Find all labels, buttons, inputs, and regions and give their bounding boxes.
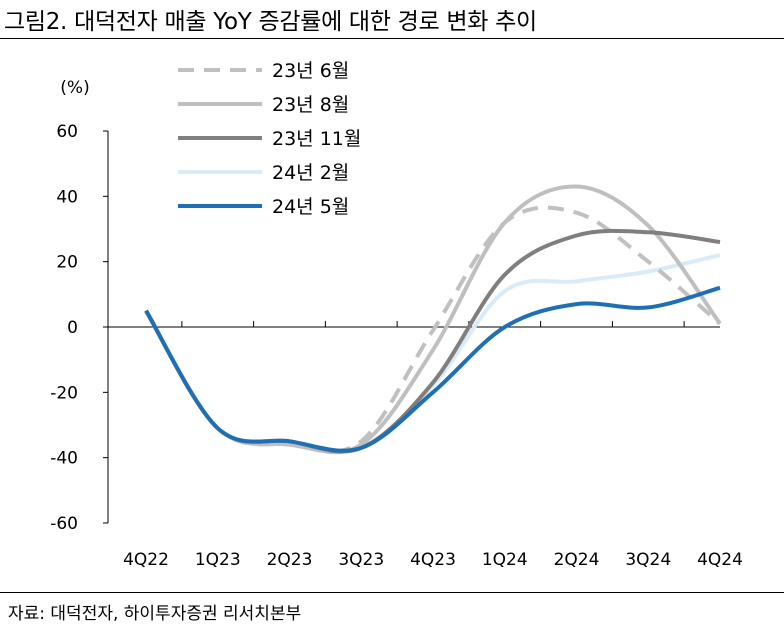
x-tick-label: 2Q23	[267, 550, 313, 570]
figure-title: 그림2. 대덕전자 매출 YoY 증감률에 대한 경로 변화 추이	[4, 9, 537, 35]
line-chart: (%) 60 40 20 0 -20 -40 -60 4Q22 1Q23 2Q23 3Q23 4Q23 1…	[50, 60, 743, 570]
x-tick-label: 1Q24	[482, 550, 528, 570]
x-tick-label: 2Q24	[554, 550, 600, 570]
x-tick-label: 4Q24	[697, 550, 743, 570]
chart-axes: (%) 60 40 20 0 -20 -40 -60 4Q22 1Q23 2Q23 3Q23 4Q23 1…	[50, 78, 743, 570]
x-tick-label: 1Q23	[195, 550, 241, 570]
source-note: 자료: 대덕전자, 하이투자증권 리서치본부	[8, 604, 302, 624]
legend-label: 24년 5월	[272, 196, 349, 218]
y-tick-label: 0	[67, 318, 78, 338]
x-tick-label: 4Q22	[123, 550, 169, 570]
legend-label: 24년 2월	[272, 162, 349, 184]
series-line-2	[144, 184, 722, 455]
series-line-1	[144, 205, 722, 454]
source-divider	[0, 592, 784, 593]
x-tick-label: 3Q23	[338, 550, 384, 570]
series-layer	[144, 184, 722, 455]
y-axis-unit-label: (%)	[60, 78, 89, 98]
y-tick-label: 60	[56, 122, 78, 142]
y-tick-label: 20	[56, 253, 78, 273]
legend-label: 23년 8월	[272, 94, 349, 116]
legend-label: 23년 6월	[272, 60, 349, 82]
chart-legend: 23년 6월 23년 8월 23년 11월 24년 2월 24년 5월	[178, 60, 361, 218]
y-tick-label: -40	[50, 449, 78, 469]
y-tick-label: 40	[56, 187, 78, 207]
legend-label: 23년 11월	[272, 128, 361, 150]
series-line-3	[144, 228, 721, 454]
x-tick-label: 4Q23	[410, 550, 456, 570]
x-tick-label: 3Q24	[625, 550, 671, 570]
title-divider	[0, 38, 784, 39]
series-line-5	[144, 285, 721, 453]
y-tick-label: -20	[50, 383, 78, 403]
y-tick-label: -60	[50, 514, 78, 534]
